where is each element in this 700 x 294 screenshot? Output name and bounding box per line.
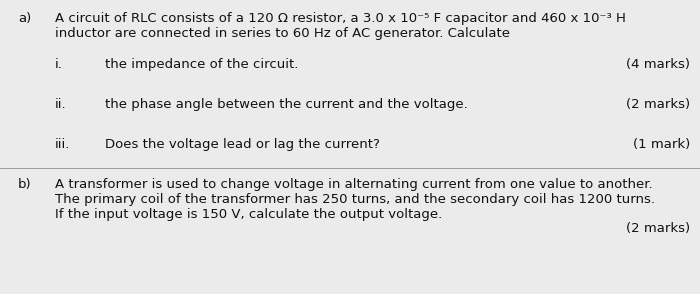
Text: a): a) [18, 12, 32, 25]
Text: the impedance of the circuit.: the impedance of the circuit. [105, 58, 298, 71]
Text: (4 marks): (4 marks) [626, 58, 690, 71]
Text: Does the voltage lead or lag the current?: Does the voltage lead or lag the current… [105, 138, 380, 151]
Text: A transformer is used to change voltage in alternating current from one value to: A transformer is used to change voltage … [55, 178, 652, 191]
Text: If the input voltage is 150 V, calculate the output voltage.: If the input voltage is 150 V, calculate… [55, 208, 442, 221]
Text: The primary coil of the transformer has 250 turns, and the secondary coil has 12: The primary coil of the transformer has … [55, 193, 655, 206]
Text: i.: i. [55, 58, 63, 71]
Text: iii.: iii. [55, 138, 71, 151]
Text: b): b) [18, 178, 32, 191]
Text: (2 marks): (2 marks) [626, 222, 690, 235]
Text: inductor are connected in series to 60 Hz of AC generator. Calculate: inductor are connected in series to 60 H… [55, 27, 510, 40]
Text: ii.: ii. [55, 98, 66, 111]
Text: A circuit of RLC consists of a 120 Ω resistor, a 3.0 x 10⁻⁵ F capacitor and 460 : A circuit of RLC consists of a 120 Ω res… [55, 12, 626, 25]
Text: (2 marks): (2 marks) [626, 98, 690, 111]
Text: the phase angle between the current and the voltage.: the phase angle between the current and … [105, 98, 468, 111]
Text: (1 mark): (1 mark) [633, 138, 690, 151]
